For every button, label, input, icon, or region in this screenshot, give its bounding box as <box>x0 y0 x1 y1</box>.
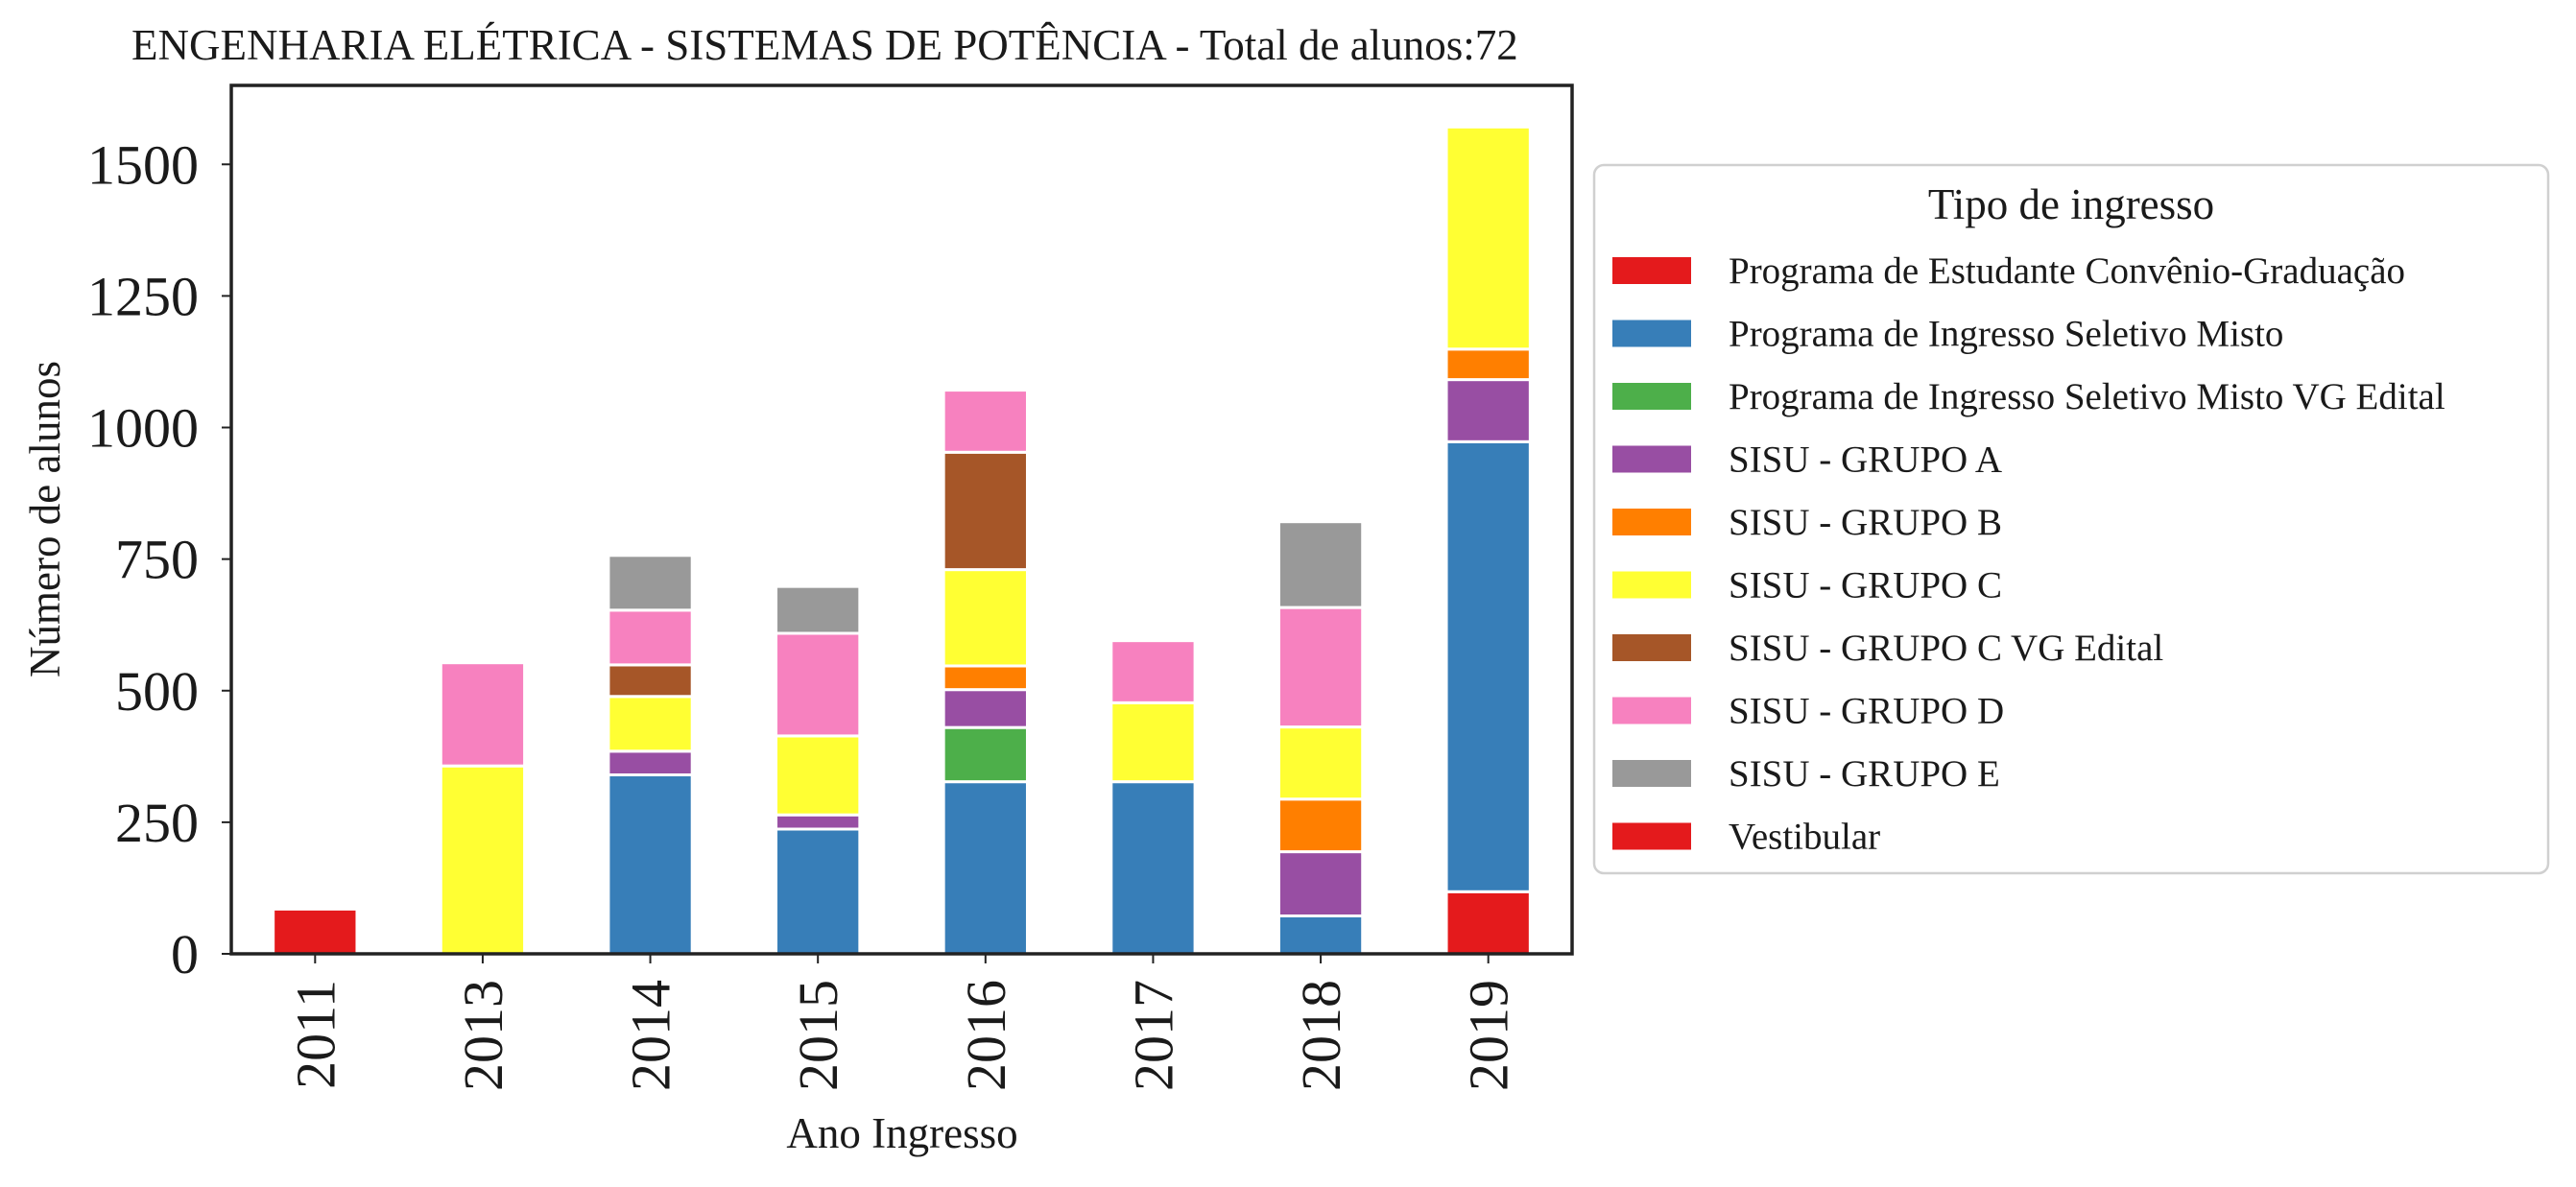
legend-swatch <box>1612 445 1691 473</box>
bar-2017-series-2 <box>1109 780 1197 956</box>
bar-2018-series-5 <box>1276 797 1365 854</box>
bar-2015-series-8 <box>775 631 862 738</box>
legend-label: SISU - GRUPO C <box>1729 565 2002 606</box>
y-tick-label: 250 <box>115 792 199 854</box>
bar-2019-series-5 <box>1444 347 1532 382</box>
bar-2017-series-6 <box>1109 700 1197 784</box>
bar-2015-series-4 <box>775 813 862 831</box>
bar-2014-series-6 <box>607 695 694 753</box>
bar-2017-series-8 <box>1109 639 1197 704</box>
legend-swatch <box>1612 571 1691 599</box>
bar-2014-series-2 <box>607 773 694 956</box>
bar-2018-series-4 <box>1276 850 1365 918</box>
legend-label: Programa de Ingresso Seletivo Misto VG E… <box>1729 376 2445 417</box>
legend-swatch <box>1612 257 1691 284</box>
x-tick-label: 2018 <box>1290 980 1352 1091</box>
bar-2014-series-7 <box>607 663 694 699</box>
bar-2016-series-7 <box>942 450 1029 572</box>
legend-items: Programa de Estudante Convênio-Graduação… <box>1612 250 2445 858</box>
bar-2015-series-6 <box>775 734 862 817</box>
bar-2018-series-6 <box>1276 725 1365 801</box>
legend-label: Vestibular <box>1729 817 1880 858</box>
bar-2019-series-4 <box>1444 378 1532 443</box>
y-axis-label: Número de alunos <box>21 361 69 677</box>
legend-label: SISU - GRUPO D <box>1729 691 2004 732</box>
legend-swatch <box>1612 822 1691 850</box>
x-tick-label: 2011 <box>284 980 346 1089</box>
x-tick-label: 2014 <box>620 980 682 1091</box>
y-axis-ticks: 0 250 500 750 1000 1250 1500 <box>87 133 231 985</box>
bars-layer <box>272 125 1532 956</box>
bar-2016-series-3 <box>942 725 1029 784</box>
bar-2019-series-6 <box>1444 125 1532 351</box>
bar-2013-series-8 <box>439 661 527 768</box>
legend-label: SISU - GRUPO E <box>1729 753 2000 795</box>
bar-2014-series-4 <box>607 749 694 777</box>
x-tick-label: 2015 <box>787 980 849 1091</box>
bar-2016-series-6 <box>942 568 1029 668</box>
legend-swatch <box>1612 320 1691 347</box>
legend-swatch <box>1612 634 1691 661</box>
y-tick-label: 1000 <box>87 397 199 460</box>
x-tick-label: 2016 <box>955 980 1017 1091</box>
legend-label: Programa de Ingresso Seletivo Misto <box>1729 314 2283 355</box>
y-tick-label: 1500 <box>87 133 199 196</box>
bar-2016-series-5 <box>942 664 1029 692</box>
x-tick-label: 2019 <box>1458 980 1520 1091</box>
bar-2019-series-2 <box>1444 439 1532 893</box>
plot-frame <box>229 83 1574 956</box>
legend-title: Tipo de ingresso <box>1928 180 2214 228</box>
x-axis-ticks: 2011 2013 2014 2015 2016 2017 2018 2019 <box>284 954 1520 1091</box>
legend-label: SISU - GRUPO C VG Edital <box>1729 628 2163 669</box>
x-tick-label: 2013 <box>452 980 514 1091</box>
y-tick-label: 0 <box>171 923 199 985</box>
bar-2018-series-2 <box>1276 914 1365 956</box>
bar-2011-series-0 <box>272 907 359 956</box>
legend-swatch <box>1612 760 1691 787</box>
legend-swatch <box>1612 697 1691 724</box>
legend-swatch <box>1612 509 1691 535</box>
bar-2016-series-4 <box>942 688 1029 729</box>
bar-2014-series-9 <box>607 554 694 612</box>
y-tick-label: 500 <box>115 660 199 723</box>
bar-2018-series-8 <box>1276 605 1365 729</box>
bar-2013-series-6 <box>439 764 527 956</box>
legend-label: SISU - GRUPO B <box>1729 502 2002 543</box>
bar-2016-series-8 <box>942 389 1029 454</box>
bar-2014-series-8 <box>607 608 694 667</box>
legend-swatch <box>1612 383 1691 410</box>
bar-2015-series-2 <box>775 827 862 956</box>
x-axis-label: Ano Ingresso <box>786 1109 1017 1157</box>
bar-2016-series-2 <box>942 780 1029 956</box>
legend-label: Programa de Estudante Convênio-Graduação <box>1729 250 2405 292</box>
bar-2019-series-0 <box>1444 890 1532 956</box>
legend-label: SISU - GRUPO A <box>1729 439 2002 481</box>
y-tick-label: 750 <box>115 529 199 591</box>
x-tick-label: 2017 <box>1122 980 1184 1091</box>
bar-2015-series-9 <box>775 584 862 635</box>
bar-2018-series-9 <box>1276 520 1365 609</box>
legend-frame <box>1592 163 2550 875</box>
legend: Tipo de ingresso Programa de Estudante C… <box>1592 163 2550 875</box>
chart-title: ENGENHARIA ELÉTRICA - SISTEMAS DE POTÊNC… <box>131 21 1518 69</box>
y-tick-label: 1250 <box>87 265 199 327</box>
